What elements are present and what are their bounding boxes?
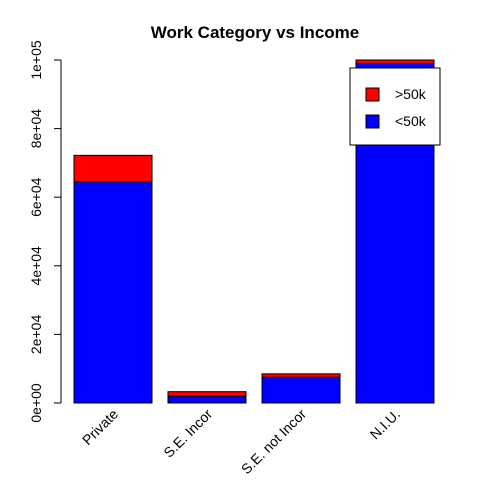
x-axis-labels: Private S.E. Incor S.E. not Incor N.I.U. xyxy=(79,406,403,478)
x-tick-label: S.E. not Incor xyxy=(238,406,310,478)
bar-over-50k-2 xyxy=(261,373,341,378)
y-tick-label: 2e+04 xyxy=(28,315,44,355)
bar-under-50k-1 xyxy=(167,395,247,404)
y-axis: 0e+00 2e+04 4e+04 6e+04 8e+04 1e+05 xyxy=(28,40,62,423)
y-tick-label: 1e+05 xyxy=(28,40,44,80)
legend-label: <50k xyxy=(395,113,427,129)
legend-swatch xyxy=(365,114,380,129)
chart-title: Work Category vs Income xyxy=(151,23,359,42)
legend-swatch xyxy=(365,87,380,102)
x-tick-label: Private xyxy=(79,406,121,448)
bar-over-50k-1 xyxy=(167,391,247,397)
legend: >50k <50k xyxy=(349,67,441,146)
y-tick-label: 8e+04 xyxy=(28,109,44,149)
bar-over-50k-3 xyxy=(355,59,435,64)
bar-under-50k-0 xyxy=(73,181,153,404)
x-tick-label: N.I.U. xyxy=(367,406,404,443)
legend-label: >50k xyxy=(395,86,427,102)
bar-under-50k-2 xyxy=(261,376,341,404)
y-tick-label: 4e+04 xyxy=(28,246,44,286)
legend-box xyxy=(349,67,441,146)
y-tick-label: 6e+04 xyxy=(28,177,44,217)
bar-over-50k-0 xyxy=(73,154,153,183)
y-tick-label: 0e+00 xyxy=(28,383,44,423)
x-tick-label: S.E. Incor xyxy=(160,406,215,461)
